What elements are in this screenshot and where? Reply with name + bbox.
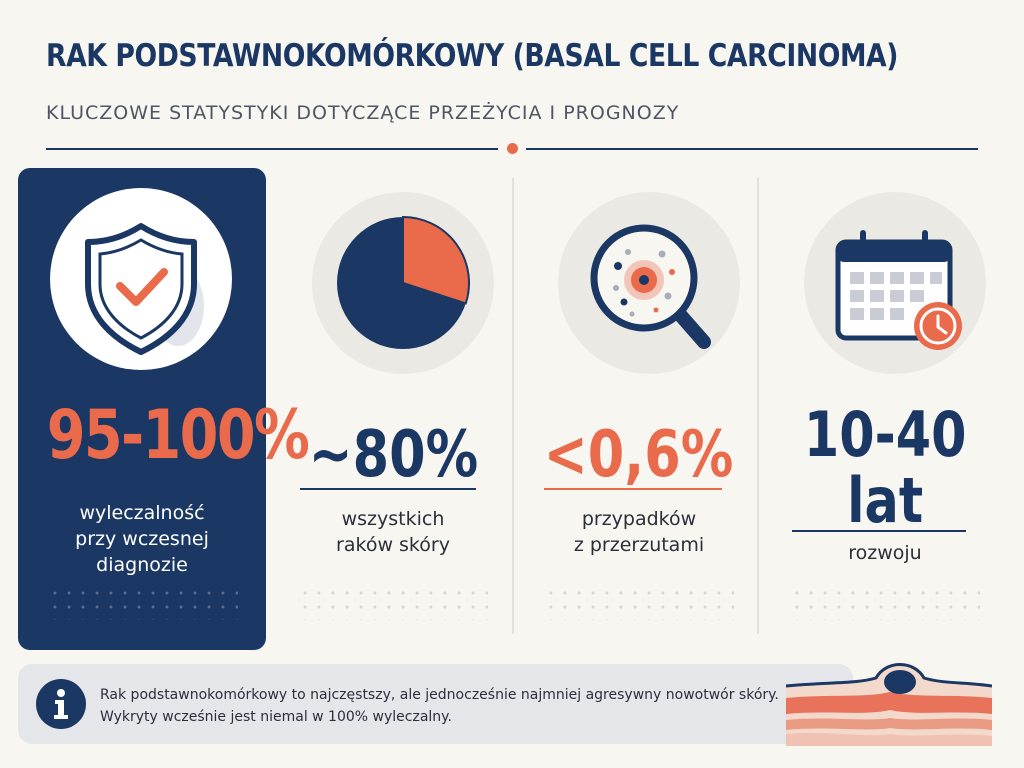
stat-description: wyleczalność przy wczesnej diagnozie	[75, 502, 209, 576]
magnifier-cell-icon	[558, 192, 740, 374]
stat-description: wszystkich raków skóry	[336, 508, 450, 556]
stat-value: ~80%	[308, 418, 478, 492]
divider-left	[46, 148, 498, 150]
shield-check-icon	[50, 188, 232, 370]
info-line: Wykryty wcześnie jest niemal w 100% wyle…	[100, 709, 452, 725]
stat-card-share: ~80% wszystkich raków skóry	[270, 168, 516, 650]
stat-value: 95-100%	[46, 396, 310, 475]
skin-layers-illustration	[785, 658, 993, 746]
stat-description: rozwoju	[848, 542, 922, 564]
divider-dot	[507, 143, 518, 154]
info-text: Rak podstawnokomórkowy to najczęstszy, a…	[100, 684, 840, 728]
page-title: RAK PODSTAWNOKOMÓRKOWY (BASAL CELL CARCI…	[46, 38, 899, 74]
info-banner: Rak podstawnokomórkowy to najczęstszy, a…	[18, 664, 853, 744]
stat-value: 10-40 lat	[803, 398, 967, 537]
decorative-dots	[544, 586, 734, 620]
decorative-dots	[298, 586, 488, 620]
column-separator	[512, 178, 514, 634]
pie-chart-icon	[312, 192, 494, 374]
stat-underline	[544, 488, 722, 490]
calendar-clock-icon	[804, 192, 986, 374]
stat-value: <0,6%	[544, 418, 734, 492]
decorative-dots	[790, 586, 980, 620]
stat-card-development: 10-40 lat rozwoju	[762, 168, 1008, 650]
stat-description: przypadków z przerzutami	[573, 508, 705, 556]
info-line: Rak podstawnokomórkowy to najczęstszy, a…	[100, 687, 779, 703]
info-icon	[36, 679, 86, 729]
stat-underline	[300, 488, 476, 490]
decorative-dots	[48, 586, 238, 620]
stat-underline	[792, 530, 966, 532]
divider-right	[526, 148, 978, 150]
page-subtitle: KLUCZOWE STATYSTYKI DOTYCZĄCE PRZEŻYCIA …	[46, 102, 680, 124]
column-separator	[757, 178, 759, 634]
stat-card-metastasis: <0,6% przypadków z przerzutami	[516, 168, 762, 650]
stat-card-cure-rate: 95-100% wyleczalność przy wczesnej diagn…	[18, 168, 310, 650]
